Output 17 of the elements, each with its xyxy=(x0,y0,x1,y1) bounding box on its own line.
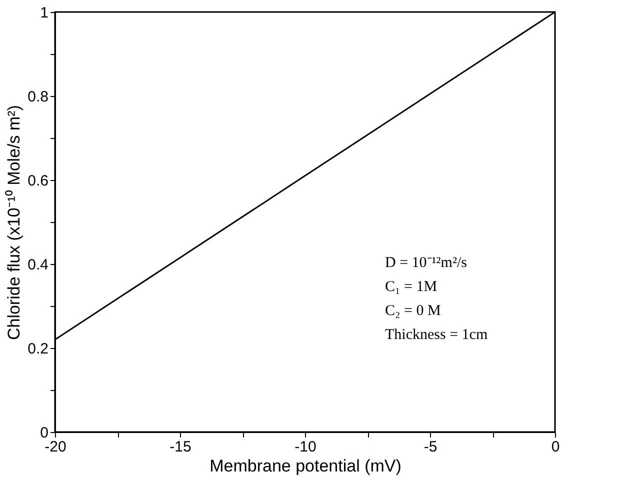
x-axis-title: Membrane potential (mV) xyxy=(210,456,402,476)
y-tick-label: 0 xyxy=(40,424,48,442)
x-tick-label: 0 xyxy=(551,438,560,456)
annotation: Thickness = 1cm xyxy=(385,327,488,343)
annotation: C₂ = 0 M xyxy=(385,303,441,319)
y-tick-label: 0.2 xyxy=(28,340,48,358)
x-tick-label: -20 xyxy=(44,438,66,456)
x-tick-label: -10 xyxy=(294,438,316,456)
y-axis-title: Chloride flux (x10⁻¹⁰ Mole/s m²) xyxy=(4,105,24,340)
y-tick-label: 0.6 xyxy=(28,172,48,190)
y-tick-label: 0.4 xyxy=(28,256,48,274)
y-tick-label: 0.8 xyxy=(28,88,48,106)
x-tick-label: -5 xyxy=(424,438,438,456)
x-tick-label: -15 xyxy=(170,438,192,456)
y-tick-label: 1 xyxy=(40,4,48,22)
annotation: D = 10⁻¹²m²/s xyxy=(385,255,468,271)
annotation: C₁ = 1M xyxy=(385,279,438,295)
